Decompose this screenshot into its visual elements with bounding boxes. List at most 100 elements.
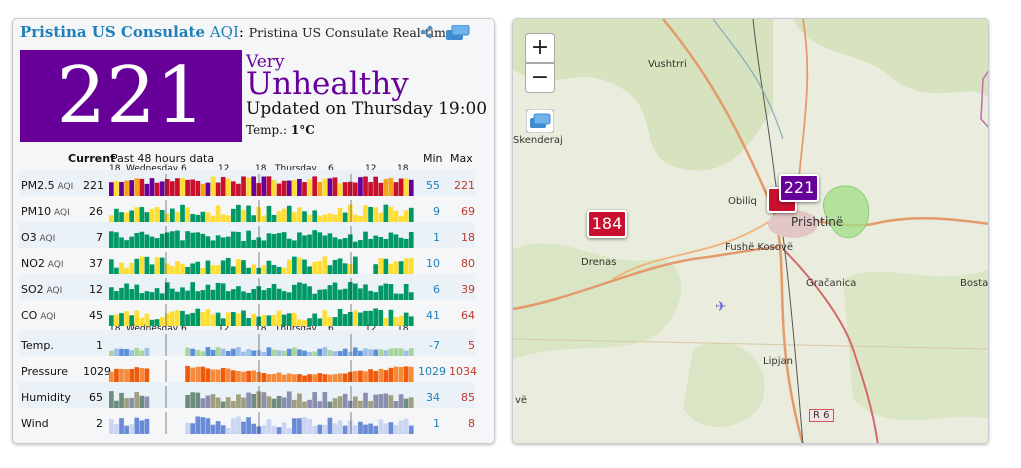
sparkline-bar — [393, 293, 399, 300]
sparkline-bar — [307, 286, 312, 300]
sparkline-bar — [200, 211, 206, 222]
sparkline-bar — [114, 232, 119, 248]
sparkline-bar — [220, 260, 226, 274]
sparkline-bar — [129, 210, 135, 222]
sparkline-bar — [307, 266, 312, 274]
sparkline-bar — [383, 317, 389, 326]
row-label[interactable]: Humidity — [21, 391, 71, 404]
sparkline-bar — [215, 205, 221, 222]
map-background: ✈ — [513, 19, 988, 443]
history-sparkline[interactable] — [109, 252, 414, 274]
row-label[interactable]: Wind — [21, 417, 49, 430]
sparkline-bar — [154, 257, 160, 274]
sparkline-bar — [327, 233, 333, 248]
sparkline-bar — [220, 367, 226, 382]
sparkline-bar — [312, 374, 318, 382]
sparkline-bar — [266, 233, 272, 248]
sparkline-bar — [271, 373, 277, 382]
layers-icon[interactable] — [526, 109, 554, 133]
sparkline-bar — [312, 351, 318, 356]
sparkline-bar — [398, 315, 404, 326]
sparkline-bar — [195, 308, 201, 326]
sparkline-bar — [225, 236, 231, 248]
sparkline-bar — [246, 349, 251, 356]
sparkline-bar — [337, 207, 343, 222]
sparkline-bar — [307, 418, 312, 434]
sparkline-bar — [236, 313, 241, 326]
sparkline-bar — [271, 314, 277, 326]
sparkline-bar — [190, 348, 196, 356]
widget-icon[interactable] — [446, 25, 470, 41]
sparkline-bar — [185, 207, 190, 222]
sparkline-bar — [119, 313, 124, 326]
history-sparkline[interactable] — [109, 278, 414, 300]
sparkline-bar — [373, 264, 379, 274]
history-sparkline[interactable] — [109, 174, 414, 196]
share-icon[interactable] — [420, 25, 434, 39]
sparkline-bar — [114, 208, 119, 222]
map-view[interactable]: ✈ + − Vushtrri Obiliq Prishtinë Fushë Ko… — [512, 18, 989, 444]
sparkline-bar — [231, 266, 236, 274]
sparkline-bar — [373, 207, 379, 222]
sparkline-bar — [266, 347, 272, 356]
sparkline-bar — [251, 239, 257, 248]
sparkline-bar — [292, 212, 297, 222]
sparkline-bar — [317, 318, 323, 326]
sparkline-bar — [307, 318, 312, 326]
sparkline-bar — [368, 182, 373, 196]
sparkline-bar — [286, 348, 292, 356]
row-label[interactable]: PM2.5 AQI — [21, 179, 73, 192]
zoom-in-button[interactable]: + — [525, 33, 555, 63]
row-label[interactable]: SO2 AQI — [21, 283, 62, 296]
sparkline-bar — [266, 419, 272, 434]
row-label[interactable]: NO2 AQI — [21, 257, 64, 270]
history-sparkline[interactable] — [109, 304, 414, 326]
sparkline-bar — [215, 397, 221, 408]
min-value: 41 — [426, 309, 440, 322]
sparkline-bar — [358, 370, 363, 382]
row-label[interactable]: Temp. — [21, 339, 54, 352]
sparkline-bar — [114, 180, 119, 196]
history-sparkline[interactable] — [109, 334, 414, 356]
sparkline-bar — [261, 176, 267, 196]
station-name-link[interactable]: Pristina US Consulate — [20, 23, 206, 41]
history-sparkline[interactable] — [109, 360, 414, 382]
map-marker-184[interactable]: 184 — [587, 210, 627, 238]
sparkline-bar — [210, 176, 216, 196]
sparkline-bar — [159, 209, 165, 222]
sparkline-bar — [378, 419, 384, 434]
sparkline-bar — [139, 207, 145, 222]
history-sparkline[interactable] — [109, 200, 414, 222]
sparkline-bar — [271, 425, 277, 434]
sparkline-bar — [292, 418, 297, 434]
sparkline-bar — [292, 240, 297, 248]
sparkline-bar — [276, 288, 282, 300]
sparkline-bar — [408, 231, 414, 248]
sparkline-bar — [144, 396, 150, 408]
col-current: Current — [68, 152, 116, 165]
sparkline-bar — [225, 351, 231, 356]
sparkline-bar — [190, 213, 196, 222]
sparkline-bar — [353, 310, 358, 326]
sparkline-bar — [124, 425, 129, 434]
row-label[interactable]: Pressure — [21, 365, 68, 378]
timeline-label: 12 — [365, 164, 377, 174]
sparkline-bar — [195, 214, 201, 222]
row-label[interactable]: O3 AQI — [21, 231, 55, 244]
sparkline-bar — [241, 421, 246, 434]
sparkline-bar — [286, 238, 292, 248]
sparkline-bar — [241, 291, 246, 300]
row-label[interactable]: PM10 AQI — [21, 205, 70, 218]
history-sparkline[interactable] — [109, 412, 414, 434]
row-label[interactable]: CO AQI — [21, 309, 56, 322]
sparkline-bar — [210, 240, 216, 248]
sparkline-bar — [368, 369, 373, 382]
history-sparkline[interactable] — [109, 226, 414, 248]
sparkline-bar — [292, 347, 297, 356]
history-sparkline[interactable] — [109, 386, 414, 408]
sparkline-bar — [195, 291, 201, 300]
sparkline-bar — [109, 287, 114, 300]
map-marker-221[interactable]: 221 — [779, 174, 819, 202]
sparkline-bar — [241, 240, 246, 248]
zoom-out-button[interactable]: − — [525, 63, 555, 93]
